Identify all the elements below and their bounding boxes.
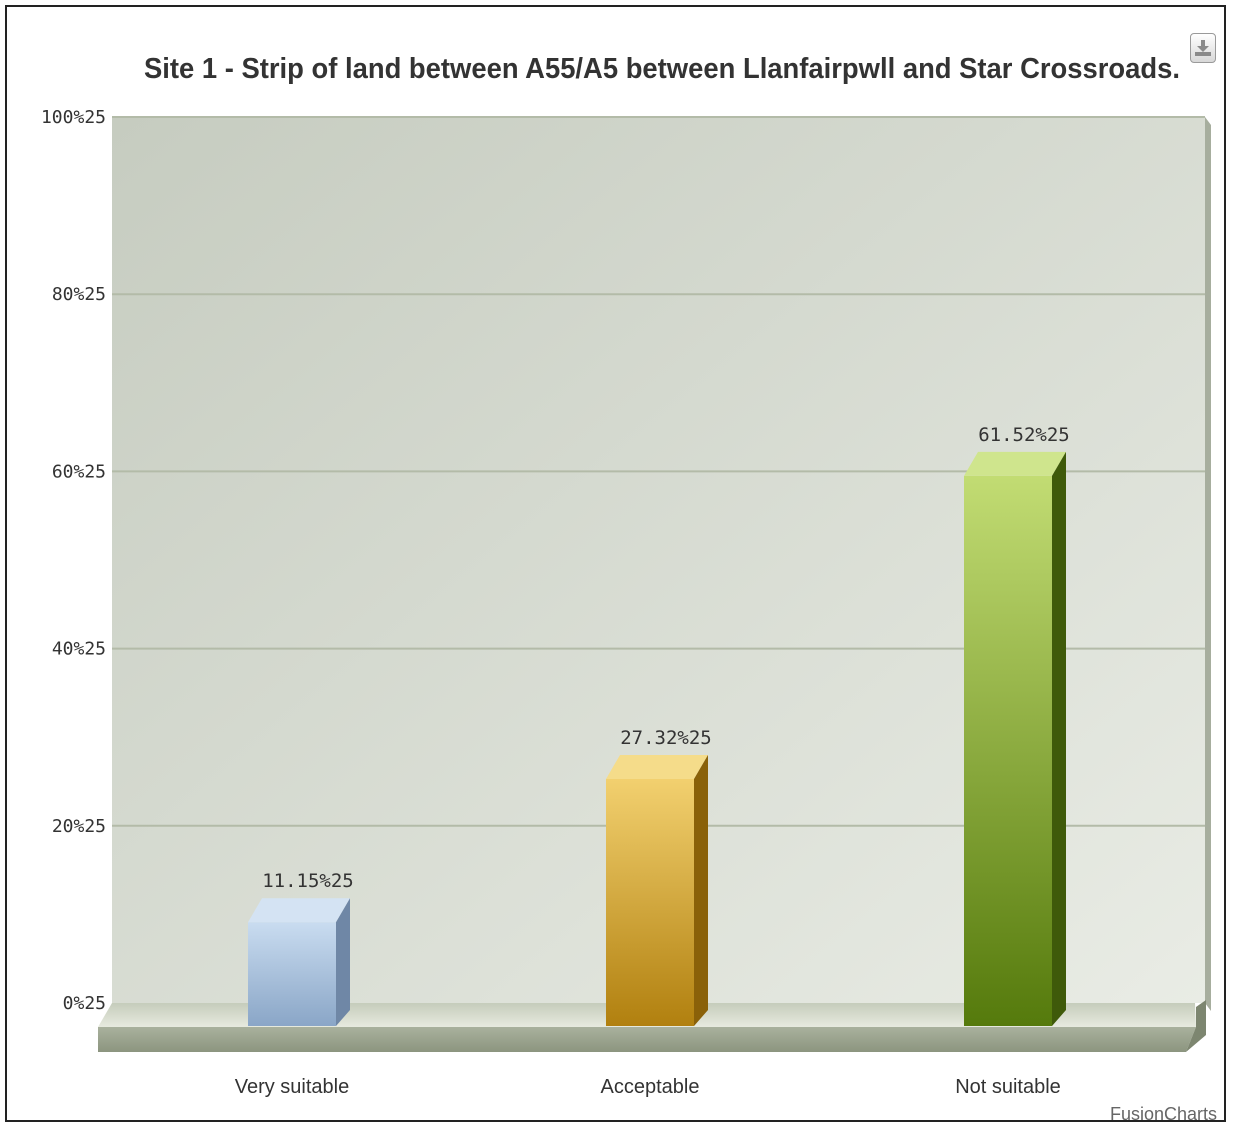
export-button[interactable] [1190, 33, 1216, 63]
chart-title: Site 1 - Strip of land between A55/A5 be… [144, 53, 1180, 85]
data-label: 27.32%25 [620, 727, 712, 749]
bar-acceptable[interactable] [606, 754, 708, 1026]
bar-top [606, 754, 708, 779]
bar-not-suitable[interactable] [964, 451, 1066, 1026]
y-tick-label: 0%25 [63, 993, 106, 1014]
y-tick-label: 100%25 [41, 107, 106, 128]
data-label: 61.52%25 [978, 424, 1070, 446]
download-icon [1195, 40, 1211, 56]
chart-floor-front [98, 1027, 1196, 1052]
x-tick-label: Very suitable [235, 1076, 350, 1098]
bar-front [606, 778, 694, 1026]
bar-side [694, 754, 708, 1026]
bar-front [964, 475, 1052, 1026]
y-tick-label: 80%25 [52, 284, 106, 305]
bar-side [336, 898, 350, 1026]
y-tick-label: 40%25 [52, 639, 106, 660]
data-label: 11.15%25 [262, 870, 354, 892]
fusioncharts-watermark: FusionCharts [1110, 1104, 1217, 1124]
bar-front [248, 922, 336, 1026]
x-tick-label: Not suitable [955, 1076, 1061, 1098]
bar-top [248, 898, 350, 923]
bar-top [964, 451, 1066, 476]
y-tick-label: 20%25 [52, 816, 106, 837]
plot-side-wall [1205, 117, 1211, 1011]
x-tick-label: Acceptable [601, 1076, 700, 1098]
bar-side [1052, 451, 1066, 1026]
chart-floor-side [1186, 1000, 1206, 1052]
y-tick-label: 60%25 [52, 461, 106, 482]
bar-very-suitable[interactable] [248, 898, 350, 1026]
